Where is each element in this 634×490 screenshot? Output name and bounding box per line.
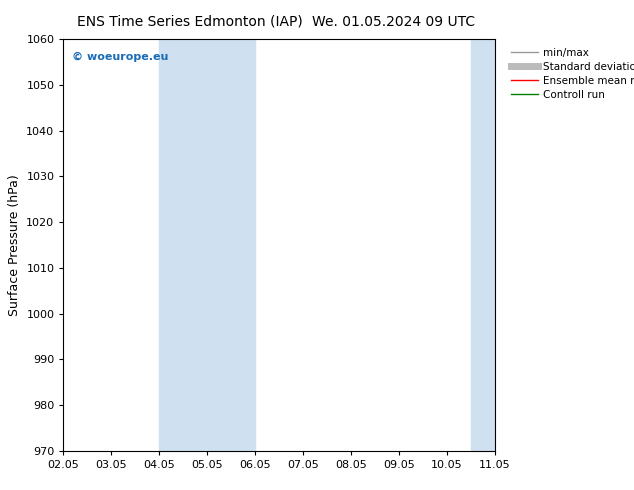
Bar — [470, 39, 519, 451]
Text: ENS Time Series Edmonton (IAP): ENS Time Series Edmonton (IAP) — [77, 15, 303, 29]
Y-axis label: Surface Pressure (hPa): Surface Pressure (hPa) — [8, 174, 21, 316]
Text: © woeurope.eu: © woeurope.eu — [72, 51, 169, 62]
Legend: min/max, Standard deviation, Ensemble mean run, Controll run: min/max, Standard deviation, Ensemble me… — [508, 45, 634, 103]
Bar — [159, 39, 255, 451]
Text: We. 01.05.2024 09 UTC: We. 01.05.2024 09 UTC — [311, 15, 475, 29]
